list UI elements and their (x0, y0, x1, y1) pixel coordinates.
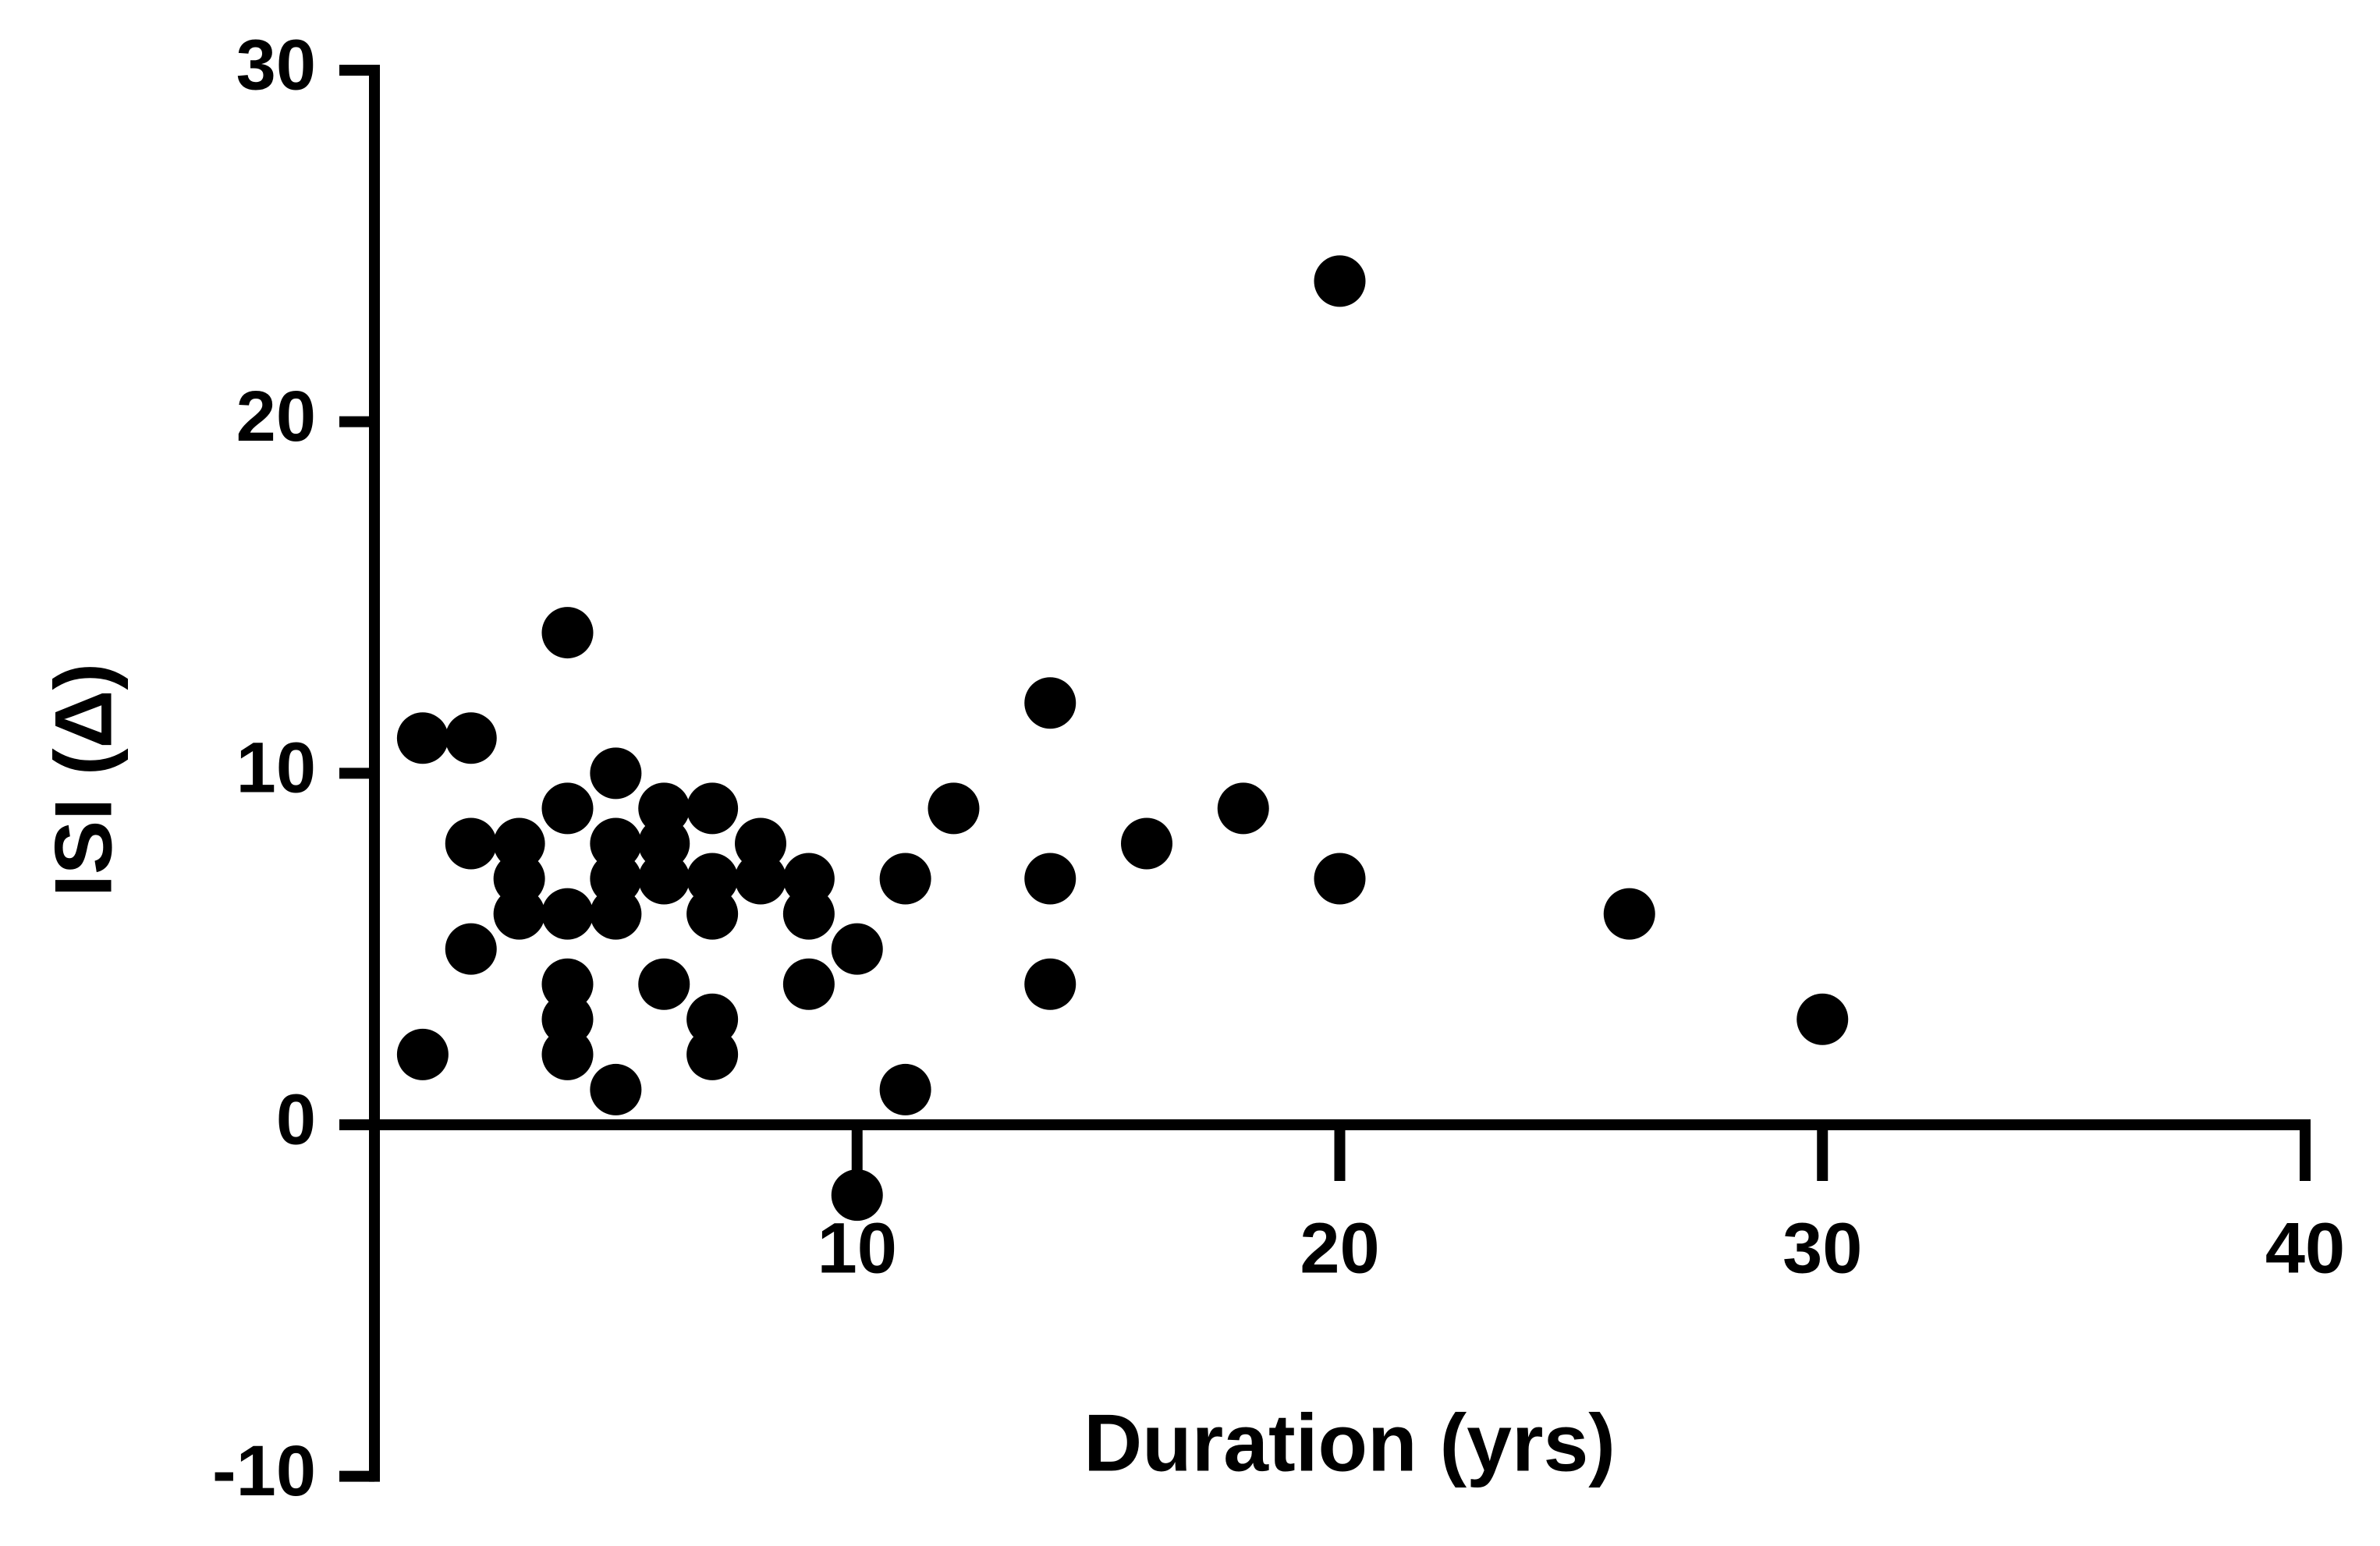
scatter-point (831, 923, 883, 975)
scatter-point (590, 888, 642, 940)
scatter-point (928, 782, 980, 835)
scatter-point (1121, 817, 1172, 870)
y-tick-label: 30 (236, 25, 316, 105)
scatter-point (541, 1028, 594, 1080)
scatter-point (831, 1169, 883, 1222)
y-tick-label: 10 (236, 729, 316, 808)
scatter-point (1603, 888, 1655, 940)
scatter-point (493, 888, 545, 940)
x-axis-title: Duration (yrs) (1084, 1398, 1616, 1488)
scatter-point (1024, 958, 1076, 1010)
scatter-point (1024, 677, 1076, 729)
scatter-point (1314, 853, 1366, 905)
y-tick-label: 0 (276, 1080, 316, 1159)
scatter-point (396, 712, 449, 764)
data-points (396, 255, 1849, 1222)
scatter-point (445, 923, 497, 975)
scatter-point (1314, 255, 1366, 307)
axes (339, 65, 2311, 1482)
y-tick-label: 20 (236, 377, 316, 456)
scatter-point (879, 1063, 931, 1115)
scatter-point (1024, 853, 1076, 905)
x-tick-label: 30 (1782, 1208, 1862, 1288)
scatter-point (590, 747, 642, 800)
y-tick-label: -10 (212, 1431, 316, 1511)
scatter-point (686, 782, 739, 835)
tick-labels: -10 0 10 20 30 10 20 30 40 (212, 25, 2345, 1511)
scatter-point (686, 1028, 739, 1080)
x-tick-label: 20 (1300, 1208, 1379, 1288)
scatter-point (396, 1028, 449, 1080)
scatter-point (686, 888, 739, 940)
scatter-point (590, 1063, 642, 1115)
scatter-point (541, 782, 594, 835)
scatter-point (782, 888, 835, 940)
scatter-point (541, 888, 594, 940)
scatter-point (445, 712, 497, 764)
y-axis-title: ISI (Δ) (38, 663, 129, 897)
x-tick-label: 10 (818, 1208, 897, 1288)
scatter-point (782, 958, 835, 1010)
scatter-point (638, 853, 690, 905)
scatter-point (1797, 993, 1849, 1045)
scatter-point (735, 853, 786, 905)
scatter-point (879, 853, 931, 905)
x-tick-label: 40 (2265, 1208, 2345, 1288)
scatter-point (541, 607, 594, 659)
scatter-point (638, 958, 690, 1010)
scatter-point (1217, 782, 1269, 835)
scatter-point (445, 817, 497, 870)
